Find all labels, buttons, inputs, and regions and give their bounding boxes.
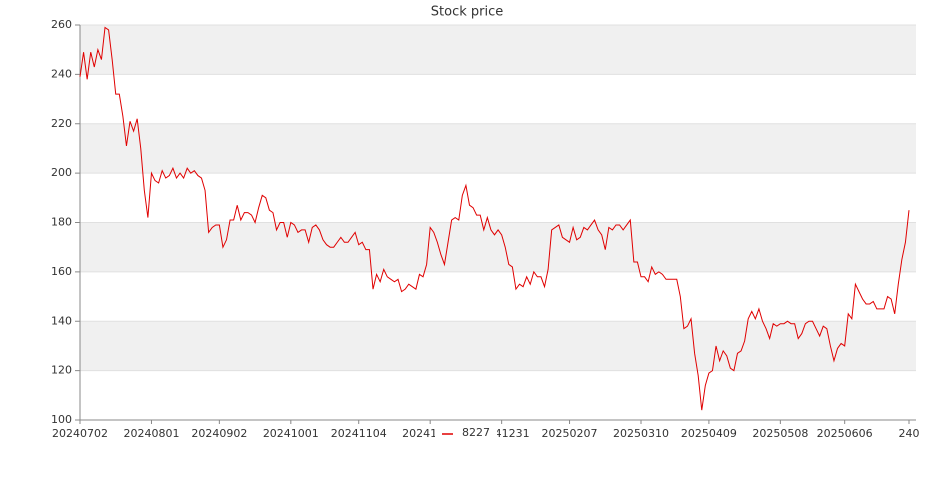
x-tick-label: 20240702 [52, 427, 108, 440]
x-tick-label: 20240902 [191, 427, 247, 440]
x-tick-label: 20241104 [331, 427, 387, 440]
y-tick-label: 200 [51, 166, 72, 179]
y-tick-label: 240 [51, 67, 72, 80]
x-tick-label: 20241001 [263, 427, 319, 440]
y-tick-label: 140 [51, 314, 72, 327]
y-tick-label: 180 [51, 216, 72, 229]
chart-title: Stock price [431, 5, 503, 20]
grid-band [80, 123, 916, 174]
y-tick-label: 100 [51, 413, 72, 426]
x-tick-label: 20250310 [613, 427, 669, 440]
x-tick-label: 20250508 [752, 427, 808, 440]
x-tick-label: 240 [899, 427, 920, 440]
price-line [79, 26, 910, 411]
y-tick-label: 120 [51, 364, 72, 377]
grid-band [80, 321, 916, 371]
grid-band [80, 25, 916, 75]
y-tick-label: 160 [51, 265, 72, 278]
y-tick-label: 260 [51, 18, 72, 31]
x-tick-label: 20250207 [542, 427, 598, 440]
legend-box [435, 425, 497, 441]
y-tick-label: 220 [51, 117, 72, 130]
x-tick-label: 20250606 [817, 427, 873, 440]
x-tick-label: 20250409 [681, 427, 737, 440]
x-tick-label: 20240801 [123, 427, 179, 440]
legend-label: 8227 [462, 426, 490, 439]
